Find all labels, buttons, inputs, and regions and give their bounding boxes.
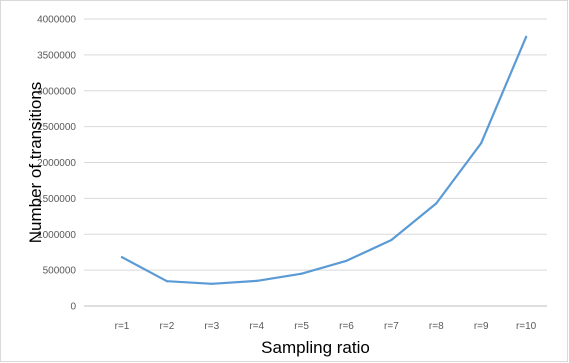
series-line xyxy=(120,35,528,285)
x-tick-label: r=2 xyxy=(160,321,175,332)
series-layer xyxy=(120,35,528,285)
y-tick-label: 2500000 xyxy=(37,122,76,133)
data-point xyxy=(525,35,528,39)
x-tick-label: r=3 xyxy=(204,321,219,332)
data-point xyxy=(255,279,258,282)
x-tick-label: r=9 xyxy=(474,321,489,332)
y-axis-title: Number of transitions xyxy=(26,82,45,244)
data-point xyxy=(345,259,348,262)
y-tick-label: 3000000 xyxy=(37,86,76,97)
data-point xyxy=(390,238,393,242)
data-point xyxy=(165,280,168,283)
grid-layer xyxy=(84,18,547,307)
x-tick-labels: r=1 r=2 r=3 r=4 r=5 r=6 r=7 r=8 r=9 r=10 xyxy=(115,321,537,332)
y-tick-label: 1500000 xyxy=(37,194,76,205)
y-tick-label: 500000 xyxy=(43,266,77,277)
data-point xyxy=(120,256,124,259)
x-tick-label: r=1 xyxy=(115,321,130,332)
data-point xyxy=(210,282,213,285)
x-tick-label: r=7 xyxy=(384,321,399,332)
y-tick-label: 3500000 xyxy=(37,50,76,61)
y-tick-label: 0 xyxy=(70,302,76,313)
x-tick-label: r=6 xyxy=(339,321,354,332)
y-tick-label: 2000000 xyxy=(37,158,76,169)
data-point xyxy=(435,202,438,205)
x-tick-label: r=10 xyxy=(516,321,537,332)
x-tick-label: r=8 xyxy=(429,321,444,332)
x-axis-title: Sampling ratio xyxy=(261,338,370,357)
y-tick-label: 4000000 xyxy=(37,15,76,26)
data-point xyxy=(480,142,483,145)
y-tick-label: 1000000 xyxy=(37,230,76,241)
y-tick-labels: 0 500000 1000000 1500000 2000000 2500000 30000… xyxy=(37,15,76,313)
x-tick-label: r=4 xyxy=(249,321,264,332)
x-tick-label: r=5 xyxy=(294,321,309,332)
data-point xyxy=(300,272,303,275)
